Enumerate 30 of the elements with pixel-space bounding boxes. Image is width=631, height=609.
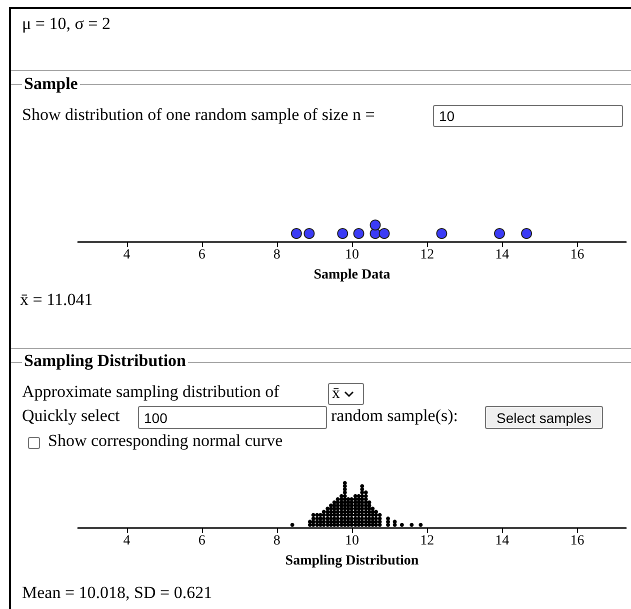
x-tick-label: 6 xyxy=(198,534,206,548)
text: random sample(s): xyxy=(331,406,458,426)
x-tick-label: 4 xyxy=(123,534,130,548)
text: Show corresponding normal curve xyxy=(48,431,283,451)
x-tick-label: 14 xyxy=(495,248,510,262)
text: Quickly select xyxy=(22,406,120,426)
x-tick-label: 8 xyxy=(273,534,280,548)
x-tick-label: 4 xyxy=(123,248,130,262)
text: x̄ = 11.041 xyxy=(20,290,93,310)
text: Approximate sampling distribution of xyxy=(22,382,280,402)
x-tick-label: 12 xyxy=(420,534,434,548)
text-field: 10 xyxy=(433,105,623,127)
text: Show distribution of one random sample of size n = xyxy=(22,105,375,125)
button: Select samples xyxy=(485,406,603,429)
x-tick-label: 8 xyxy=(273,248,280,262)
text: Mean = 10.018, SD = 0.621 xyxy=(22,583,212,603)
x-tick-label: 14 xyxy=(495,534,510,548)
x-axis-title: Sample Data xyxy=(314,268,390,282)
x-tick-label: 16 xyxy=(570,248,584,262)
dropdown: x̄ xyxy=(328,383,364,405)
x-tick-label: 10 xyxy=(345,248,359,262)
x-tick-label: 12 xyxy=(420,248,434,262)
text-field: 100 xyxy=(138,406,327,429)
x-tick-label: 10 xyxy=(345,534,359,548)
chart-title: Sampling Distribution xyxy=(22,351,188,371)
x-tick-label: 6 xyxy=(198,248,206,262)
x-axis-title: Sampling Distribution xyxy=(285,554,419,568)
chart-title: Sample xyxy=(22,74,80,94)
x-tick-label: 16 xyxy=(570,534,584,548)
text: μ = 10, σ = 2 xyxy=(22,14,110,34)
